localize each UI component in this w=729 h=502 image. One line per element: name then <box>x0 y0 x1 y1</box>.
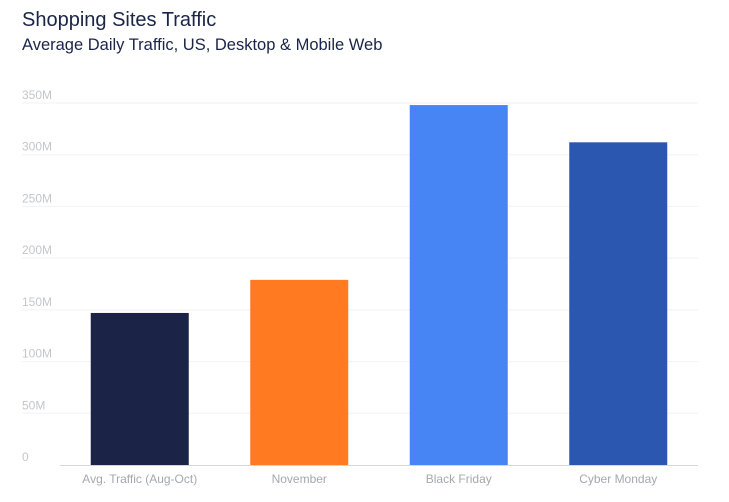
y-axis: 0 50M 100M 150M 200M 250M 300M 350M <box>22 88 52 464</box>
bar <box>409 105 508 465</box>
y-tick-label: 300M <box>22 140 52 154</box>
bar <box>250 279 349 465</box>
x-axis: Avg. Traffic (Aug-Oct) November Black Frid… <box>60 465 698 486</box>
bars <box>90 105 668 465</box>
y-tick-label: 50M <box>22 398 45 412</box>
chart-title: Shopping Sites Traffic <box>22 9 217 31</box>
x-tick-label: Avg. Traffic (Aug-Oct) <box>82 472 197 486</box>
y-tick-label: 350M <box>22 88 52 102</box>
y-tick-label: 100M <box>22 347 52 361</box>
bar <box>90 312 189 465</box>
x-tick-label: Black Friday <box>426 472 492 486</box>
bar <box>569 142 668 465</box>
y-tick-label: 0 <box>22 450 29 464</box>
x-tick-label: Cyber Monday <box>579 472 657 486</box>
chart-subtitle: Average Daily Traffic, US, Desktop & Mob… <box>22 36 383 54</box>
y-tick-label: 250M <box>22 191 52 205</box>
y-tick-label: 200M <box>22 243 52 257</box>
x-tick-label: November <box>272 472 327 486</box>
y-tick-label: 150M <box>22 295 52 309</box>
